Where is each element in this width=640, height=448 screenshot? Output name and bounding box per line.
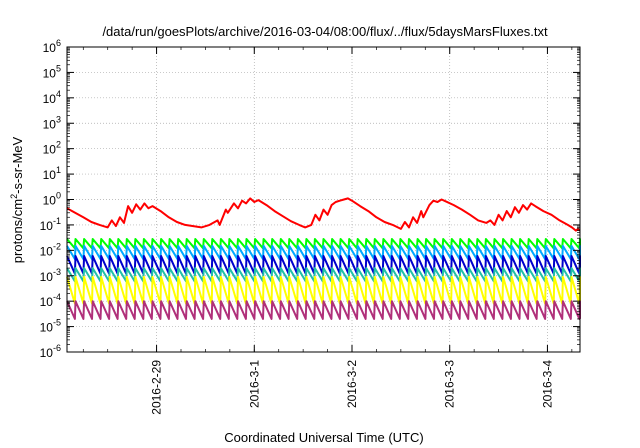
- y-tick-label: 10-5: [40, 318, 61, 335]
- y-tick-base: 10: [43, 41, 57, 55]
- x-tick-label: 2016-3-1: [247, 360, 261, 408]
- series-line-3: [66, 255, 581, 275]
- y-tick-exponent: 3: [56, 114, 61, 124]
- y-tick-label: 10-4: [40, 292, 61, 309]
- y-tick-exponent: -3: [53, 267, 61, 277]
- y-tick-label: 104: [43, 89, 61, 106]
- series-line-6: [66, 300, 581, 320]
- chart-title: /data/run/goesPlots/archive/2016-03-04/0…: [102, 24, 548, 39]
- y-tick-label: 10-2: [40, 241, 61, 258]
- x-axis: 2016-2-29 2016-3-1 2016-3-2 2016-3-3 2016-3-…: [82, 47, 573, 415]
- y-tick-exponent: -5: [53, 318, 61, 328]
- y-tick-label: 105: [43, 63, 61, 80]
- y-tick-base: 10: [43, 117, 57, 131]
- y-tick-exponent: -6: [53, 343, 61, 353]
- y-tick-exponent: 1: [56, 165, 61, 175]
- x-tick-label: 2016-2-29: [150, 360, 164, 415]
- y-tick-exponent: -1: [53, 216, 61, 226]
- y-tick-base: 10: [40, 321, 54, 335]
- y-tick-label: 100: [43, 191, 61, 208]
- y-tick-label: 103: [43, 114, 61, 131]
- y-tick-base: 10: [40, 244, 54, 258]
- data-series: [66, 197, 581, 320]
- x-tick-label: 2016-3-4: [540, 360, 554, 408]
- y-tick-label: 102: [43, 140, 61, 157]
- y-tick-label: 10-6: [40, 343, 61, 360]
- y-tick-base: 10: [43, 66, 57, 80]
- y-tick-exponent: 2: [56, 140, 61, 150]
- y-tick-exponent: -4: [53, 292, 61, 302]
- y-tick-exponent: 5: [56, 63, 61, 73]
- y-tick-label: 10-3: [40, 267, 61, 284]
- y-tick-base: 10: [43, 143, 57, 157]
- y-tick-base: 10: [43, 168, 57, 182]
- x-tick-label: 2016-3-2: [345, 360, 359, 408]
- y-axis: 10-610-510-410-310-210-11001011021031041…: [40, 38, 580, 360]
- y-axis-label-rest: -s-sr-MeV: [10, 136, 25, 193]
- y-axis-label-sup: 2: [9, 194, 19, 199]
- y-tick-base: 10: [43, 92, 57, 106]
- y-tick-exponent: 0: [56, 191, 61, 201]
- x-tick-label: 2016-3-3: [443, 360, 457, 408]
- y-axis-label: protons/cm2-s-sr-MeV: [9, 136, 25, 263]
- y-tick-label: 106: [43, 38, 61, 55]
- y-tick-base: 10: [40, 346, 54, 360]
- y-tick-exponent: 4: [56, 89, 61, 99]
- y-tick-label: 101: [43, 165, 61, 182]
- y-tick-exponent: 6: [56, 38, 61, 48]
- series-line-0: [66, 197, 581, 232]
- series-line-1: [66, 238, 581, 250]
- y-tick-base: 10: [40, 295, 54, 309]
- series-line-2: [66, 244, 581, 261]
- y-tick-base: 10: [43, 194, 57, 208]
- y-tick-exponent: -2: [53, 241, 61, 251]
- y-tick-base: 10: [40, 219, 54, 233]
- series-line-5: [66, 275, 581, 305]
- x-axis-label: Coordinated Universal Time (UTC): [224, 430, 423, 445]
- y-tick-base: 10: [40, 270, 54, 284]
- y-tick-label: 10-1: [40, 216, 61, 233]
- y-axis-label-base: protons/cm: [10, 199, 25, 263]
- series-line-4: [66, 267, 581, 283]
